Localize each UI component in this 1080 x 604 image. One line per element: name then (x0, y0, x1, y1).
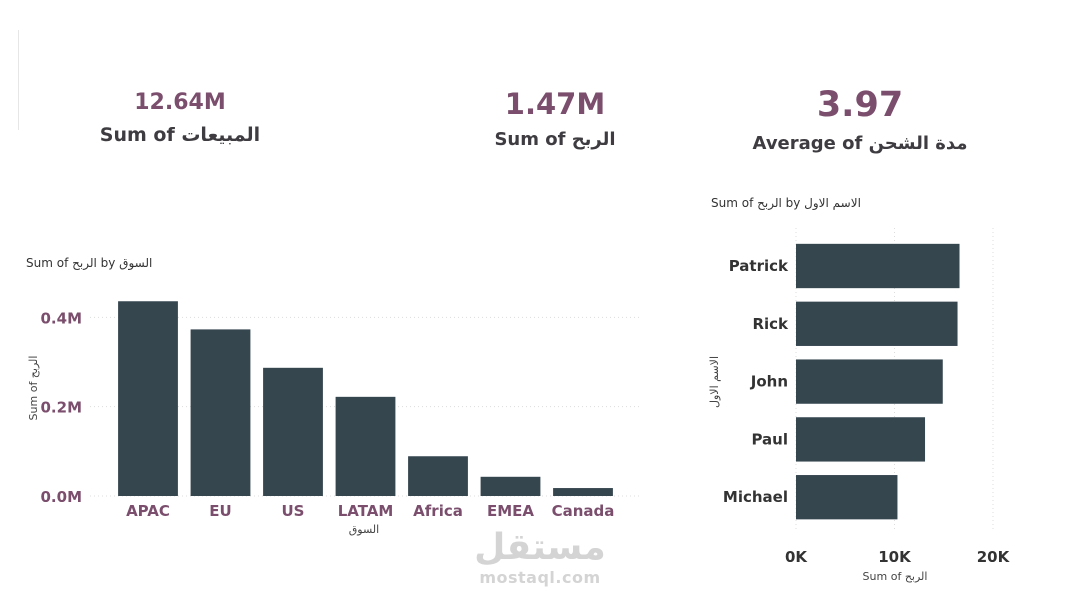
kpi-profit-value: 1.47M (504, 87, 606, 121)
kpi-shipping-label: Average of مدة الشحن (752, 133, 968, 154)
kpi-card-sales[interactable]: 12.64M Sum of المبيعات (90, 90, 270, 147)
market-y-tick-label: 0.0M (41, 488, 83, 506)
market-x-tick-label: EU (209, 502, 231, 520)
panel-divider (18, 30, 19, 130)
market-x-tick-label: APAC (126, 502, 170, 520)
watermark-logo: مستقل (474, 527, 606, 568)
kpi-card-shipping[interactable]: 3.97 Average of مدة الشحن (750, 85, 970, 155)
names-x-tick-label: 10K (878, 548, 912, 566)
kpi-card-profit[interactable]: 1.47M Sum of الربح (480, 87, 630, 151)
names-y-tick-label: Rick (752, 315, 789, 333)
market-x-tick-label: LATAM (338, 502, 394, 520)
kpi-profit-label: Sum of الربح (494, 129, 616, 150)
names-bar-michael (796, 475, 898, 520)
names-y-tick-label: Paul (751, 430, 788, 448)
kpi-sales-value: 12.64M (134, 90, 226, 115)
names-x-axis-label: Sum of الربح (863, 570, 928, 583)
market-x-tick-label: Canada (552, 502, 615, 520)
names-bar-john (796, 359, 943, 404)
market-bar-eu (190, 329, 251, 496)
market-x-axis-label: السوق (349, 523, 379, 536)
market-bar-us (263, 367, 323, 496)
names-bar-rick (796, 301, 958, 346)
watermark: مستقل mostaql.com (470, 527, 610, 588)
market-x-tick-label: Africa (413, 502, 463, 520)
names-y-axis-label: الاسم الاول (708, 356, 721, 408)
names-bar-patrick (796, 243, 960, 289)
market-x-tick-label: US (282, 502, 305, 520)
market-x-tick-label: EMEA (487, 502, 534, 520)
names-y-tick-label: Patrick (729, 257, 789, 275)
names-bar-paul (796, 417, 926, 462)
market-y-tick-label: 0.2M (41, 399, 83, 417)
market-bar-africa (408, 456, 468, 496)
market-bar-latam (335, 396, 396, 496)
names-x-tick-label: 0K (785, 548, 808, 566)
names-y-tick-label: Michael (723, 488, 788, 506)
market-bar-apac (118, 301, 178, 496)
market-y-axis-label: Sum of الربح (27, 356, 40, 421)
market-y-tick-label: 0.4M (41, 309, 83, 327)
market-bar-emea (480, 476, 541, 496)
kpi-sales-label: Sum of المبيعات (99, 124, 261, 146)
market-chart-title: Sum of الربح by السوق (26, 256, 153, 270)
names-chart-title: Sum of الربح by الاسم الاول (711, 196, 861, 210)
watermark-domain: mostaql.com (479, 568, 601, 587)
names-y-tick-label: John (750, 373, 788, 391)
market-bar-canada (553, 488, 613, 496)
kpi-shipping-value: 3.97 (816, 85, 904, 125)
names-x-tick-label: 20K (977, 548, 1011, 566)
